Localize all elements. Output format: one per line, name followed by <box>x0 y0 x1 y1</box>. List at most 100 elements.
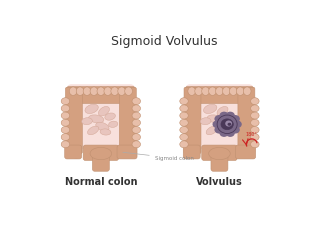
Ellipse shape <box>251 105 259 112</box>
FancyBboxPatch shape <box>67 84 135 149</box>
Ellipse shape <box>231 126 240 134</box>
Ellipse shape <box>100 129 111 135</box>
Ellipse shape <box>209 87 216 96</box>
FancyBboxPatch shape <box>211 150 228 171</box>
Ellipse shape <box>82 118 92 125</box>
FancyBboxPatch shape <box>184 87 201 154</box>
Ellipse shape <box>180 98 188 105</box>
Ellipse shape <box>202 87 209 96</box>
FancyBboxPatch shape <box>238 87 255 154</box>
Ellipse shape <box>233 120 242 128</box>
Ellipse shape <box>132 112 140 119</box>
Ellipse shape <box>209 147 230 160</box>
Ellipse shape <box>108 121 118 127</box>
Text: Normal colon: Normal colon <box>65 177 137 187</box>
Ellipse shape <box>231 115 240 123</box>
Ellipse shape <box>125 87 132 96</box>
Ellipse shape <box>226 112 235 119</box>
FancyBboxPatch shape <box>67 87 135 103</box>
Ellipse shape <box>90 87 98 96</box>
FancyBboxPatch shape <box>65 145 82 159</box>
Ellipse shape <box>97 87 105 96</box>
Ellipse shape <box>61 126 70 133</box>
Ellipse shape <box>99 107 109 116</box>
Ellipse shape <box>236 87 244 96</box>
Ellipse shape <box>221 119 233 130</box>
FancyBboxPatch shape <box>186 84 253 149</box>
Text: Sigmoid Volvulus: Sigmoid Volvulus <box>111 35 217 48</box>
Ellipse shape <box>132 141 140 148</box>
Ellipse shape <box>111 87 119 96</box>
Ellipse shape <box>223 113 234 120</box>
FancyBboxPatch shape <box>183 145 200 159</box>
Ellipse shape <box>132 105 140 112</box>
Ellipse shape <box>76 87 84 96</box>
FancyBboxPatch shape <box>186 87 253 103</box>
Ellipse shape <box>61 134 70 141</box>
Ellipse shape <box>243 87 251 96</box>
FancyBboxPatch shape <box>236 145 256 159</box>
Ellipse shape <box>61 141 70 148</box>
Ellipse shape <box>204 104 217 114</box>
Ellipse shape <box>251 126 259 133</box>
Ellipse shape <box>195 87 203 96</box>
Ellipse shape <box>227 121 236 127</box>
Ellipse shape <box>104 87 112 96</box>
Ellipse shape <box>251 119 259 126</box>
Ellipse shape <box>190 152 199 158</box>
Ellipse shape <box>251 134 259 141</box>
Ellipse shape <box>61 112 70 119</box>
FancyBboxPatch shape <box>66 87 82 154</box>
FancyBboxPatch shape <box>119 87 136 154</box>
Ellipse shape <box>96 122 109 131</box>
Ellipse shape <box>180 141 188 148</box>
Ellipse shape <box>225 120 232 126</box>
Ellipse shape <box>217 107 228 116</box>
Ellipse shape <box>200 118 211 125</box>
Ellipse shape <box>216 87 223 96</box>
Text: Sigmoid colon: Sigmoid colon <box>123 152 194 161</box>
Ellipse shape <box>251 141 259 148</box>
FancyBboxPatch shape <box>202 145 237 161</box>
Ellipse shape <box>61 105 70 112</box>
Ellipse shape <box>214 126 224 134</box>
Ellipse shape <box>132 134 140 141</box>
FancyBboxPatch shape <box>83 145 119 161</box>
Ellipse shape <box>180 134 188 141</box>
Ellipse shape <box>61 98 70 105</box>
Ellipse shape <box>206 126 217 135</box>
Ellipse shape <box>88 126 99 135</box>
Ellipse shape <box>180 112 188 119</box>
Ellipse shape <box>251 98 259 105</box>
Ellipse shape <box>132 126 140 133</box>
Ellipse shape <box>217 115 237 133</box>
Ellipse shape <box>219 129 229 135</box>
Ellipse shape <box>61 119 70 126</box>
Ellipse shape <box>132 98 140 105</box>
Ellipse shape <box>83 87 91 96</box>
Text: 180°: 180° <box>245 132 257 137</box>
Ellipse shape <box>251 112 259 119</box>
Ellipse shape <box>220 129 229 137</box>
Ellipse shape <box>180 105 188 112</box>
Ellipse shape <box>90 147 112 160</box>
Ellipse shape <box>229 87 237 96</box>
Ellipse shape <box>214 115 224 123</box>
Ellipse shape <box>89 115 104 123</box>
FancyBboxPatch shape <box>117 145 137 159</box>
Ellipse shape <box>118 87 125 96</box>
Ellipse shape <box>212 120 222 128</box>
Ellipse shape <box>72 152 81 158</box>
Ellipse shape <box>214 122 228 131</box>
Ellipse shape <box>188 87 196 96</box>
Ellipse shape <box>105 113 116 120</box>
Ellipse shape <box>207 115 222 123</box>
Ellipse shape <box>180 119 188 126</box>
Ellipse shape <box>85 104 98 114</box>
Ellipse shape <box>220 112 229 119</box>
Ellipse shape <box>180 126 188 133</box>
Ellipse shape <box>226 129 235 137</box>
Ellipse shape <box>228 123 231 126</box>
Ellipse shape <box>222 87 230 96</box>
Ellipse shape <box>132 119 140 126</box>
